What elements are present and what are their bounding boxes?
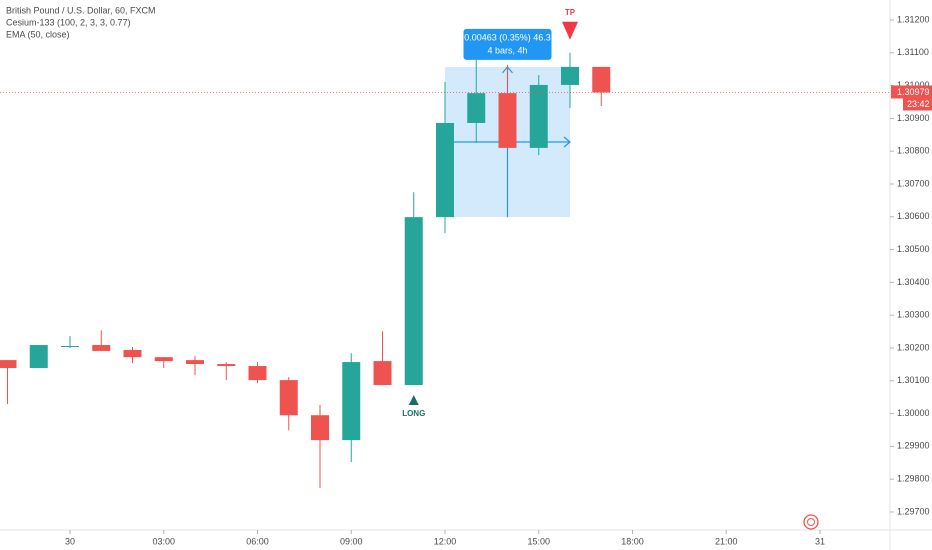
countdown-label: 23:42 bbox=[907, 99, 930, 109]
signal-arrow bbox=[408, 395, 419, 406]
y-tick-label: 1.31000 bbox=[897, 80, 930, 90]
logo-ring bbox=[803, 514, 819, 530]
signal: TP bbox=[562, 8, 578, 40]
candle-body bbox=[279, 380, 298, 416]
candle-body bbox=[342, 362, 361, 441]
y-tick-label: 1.30000 bbox=[897, 408, 930, 418]
legend-indicator: EMA (50, close) bbox=[6, 29, 70, 39]
candle bbox=[186, 356, 204, 376]
candle bbox=[436, 81, 454, 234]
candle bbox=[561, 52, 579, 108]
candle-body bbox=[123, 349, 142, 358]
legend-indicator: Cesium-133 (100, 2, 3, 3, 0.77) bbox=[6, 17, 131, 27]
candle-body bbox=[404, 217, 423, 386]
candle bbox=[373, 331, 392, 386]
measure-label: 0.00463 (0.35%) 46.3 bbox=[464, 32, 551, 42]
logo bbox=[803, 514, 819, 530]
candle-body bbox=[217, 364, 236, 367]
candle-body bbox=[373, 361, 392, 386]
y-tick-label: 1.30900 bbox=[897, 113, 930, 123]
last-price-tag bbox=[891, 85, 932, 99]
x-tick-label: 06:00 bbox=[246, 536, 269, 546]
x-tick-label: 12:00 bbox=[434, 536, 457, 546]
candle bbox=[529, 75, 548, 156]
candle-body bbox=[436, 122, 454, 218]
y-tick-label: 1.30300 bbox=[897, 310, 930, 320]
y-tick-label: 1.30800 bbox=[897, 146, 930, 156]
y-tick-label: 1.30200 bbox=[897, 342, 930, 352]
candle bbox=[279, 377, 298, 431]
candle bbox=[29, 345, 48, 368]
measure-tooltip bbox=[463, 28, 552, 60]
candle bbox=[404, 192, 423, 386]
x-tick-label: 31 bbox=[815, 536, 825, 546]
candle-body bbox=[467, 93, 486, 123]
y-tick-label: 1.30700 bbox=[897, 178, 930, 188]
candle bbox=[0, 360, 17, 405]
y-tick-label: 1.31200 bbox=[897, 14, 930, 24]
candle-body bbox=[154, 357, 173, 362]
measure-sublabel: 4 bars, 4h bbox=[487, 45, 527, 55]
candle-body bbox=[592, 66, 611, 93]
candle-body bbox=[561, 66, 579, 85]
candle-body bbox=[248, 366, 267, 381]
y-tick-label: 1.29700 bbox=[897, 506, 930, 516]
y-tick-label: 1.30400 bbox=[897, 277, 930, 287]
signal-label: LONG bbox=[402, 409, 425, 418]
candle-body bbox=[498, 93, 517, 148]
y-tick-label: 1.30100 bbox=[897, 375, 930, 385]
x-tick-label: 09:00 bbox=[340, 536, 363, 546]
candle bbox=[498, 64, 517, 148]
x-tick-label: 18:00 bbox=[621, 536, 644, 546]
candle-body bbox=[29, 345, 48, 368]
candle bbox=[123, 346, 142, 364]
signal: LONG bbox=[402, 395, 425, 418]
candle bbox=[592, 66, 611, 106]
candle-body bbox=[92, 345, 111, 351]
candle-body bbox=[186, 360, 204, 365]
candle bbox=[342, 353, 361, 463]
y-tick-label: 1.31100 bbox=[897, 47, 929, 57]
y-tick-label: 1.29800 bbox=[897, 474, 930, 484]
x-tick-label: 03:00 bbox=[152, 536, 175, 546]
signal-arrow bbox=[562, 21, 578, 40]
candle bbox=[61, 336, 79, 348]
y-tick-label: 1.29900 bbox=[897, 441, 930, 451]
candle-body bbox=[311, 415, 329, 441]
candle bbox=[154, 357, 173, 368]
x-tick-label: 15:00 bbox=[527, 536, 550, 546]
measure-h-head bbox=[563, 136, 571, 148]
last-price-label: 1.30979 bbox=[897, 87, 930, 97]
candle bbox=[92, 330, 111, 351]
countdown-tag bbox=[903, 98, 932, 111]
candle-body bbox=[529, 84, 548, 148]
logo-core bbox=[807, 518, 815, 526]
signal-label: TP bbox=[565, 8, 576, 17]
candle bbox=[467, 58, 486, 143]
candle-body bbox=[0, 360, 17, 368]
candle-body bbox=[61, 346, 79, 348]
x-tick-label: 21:00 bbox=[715, 536, 738, 546]
candle bbox=[311, 405, 329, 489]
candle bbox=[217, 362, 236, 381]
candle bbox=[248, 362, 267, 384]
legend-title: British Pound / U.S. Dollar, 60, FXCM bbox=[6, 5, 156, 15]
y-tick-label: 1.30600 bbox=[897, 211, 930, 221]
y-tick-label: 1.30500 bbox=[897, 244, 930, 254]
x-tick-label: 30 bbox=[65, 536, 75, 546]
